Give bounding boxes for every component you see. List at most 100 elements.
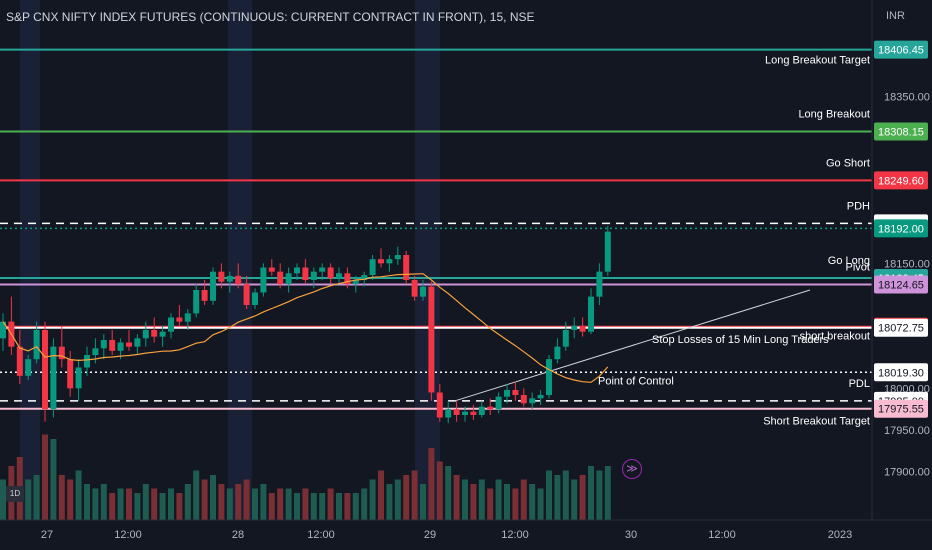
- candle-body: [470, 411, 477, 415]
- candle-body: [411, 280, 418, 297]
- volume-bar: [33, 475, 40, 520]
- candle-body: [268, 267, 275, 272]
- candle-body: [319, 267, 326, 272]
- candle-body: [16, 346, 23, 376]
- candle-body: [277, 271, 284, 285]
- volume-bar: [445, 466, 452, 520]
- price-tag: [874, 40, 928, 59]
- candle-body: [537, 395, 544, 399]
- candle-body: [50, 346, 57, 410]
- volume-bar: [100, 484, 107, 520]
- time-tick-label: 28: [232, 529, 244, 541]
- volume-bar: [25, 479, 32, 520]
- candle-body: [294, 267, 300, 274]
- volume-bar: [92, 488, 99, 520]
- volume-bar: [495, 479, 502, 520]
- price-tag-label: 18249.60: [878, 175, 924, 187]
- volume-bar: [226, 488, 233, 520]
- volume-bar: [436, 461, 443, 520]
- candle-body: [25, 359, 32, 376]
- interval-badge[interactable]: 1D: [6, 486, 24, 502]
- candle-body: [126, 342, 132, 347]
- candle-body: [117, 342, 124, 351]
- volume-bar: [487, 488, 494, 520]
- volume-bar: [352, 493, 359, 520]
- volume-bar: [294, 493, 300, 520]
- candle-body: [562, 330, 569, 347]
- volume-bar: [327, 488, 334, 520]
- candle-body: [193, 290, 200, 314]
- candle-body: [226, 275, 233, 282]
- level-label: Short Breakout Target: [763, 416, 870, 428]
- candle-body: [142, 330, 149, 339]
- candle-body: [478, 406, 485, 415]
- volume-bar: [512, 488, 519, 520]
- volume-bar: [302, 488, 309, 520]
- price-tag: [874, 275, 928, 294]
- chart-title: S&P CNX NIFTY INDEX FUTURES (CONTINUOUS:…: [6, 10, 535, 24]
- level-label: Go Long: [828, 255, 870, 267]
- candle-body: [235, 275, 242, 285]
- time-tick-label: 12:00: [501, 529, 529, 541]
- volume-bar: [142, 484, 149, 520]
- price-tag-label: 18192.00: [878, 223, 924, 235]
- volume-bar: [571, 479, 578, 520]
- candle-body: [109, 340, 116, 351]
- price-tag-label: 18019.30: [878, 367, 924, 379]
- volume-bar: [504, 484, 510, 520]
- volume-bar: [470, 484, 477, 520]
- volume-bar: [159, 493, 166, 520]
- level-label: short breakout: [800, 331, 870, 343]
- moving-average-line: [2, 273, 609, 383]
- volume-bar: [218, 484, 225, 520]
- candle-body: [285, 273, 292, 285]
- time-tick-label: 12:00: [307, 529, 335, 541]
- candle-body: [420, 286, 426, 297]
- scroll-to-realtime-icon[interactable]: ≫: [622, 459, 642, 479]
- volume-bar: [596, 470, 603, 520]
- candle-body: [394, 255, 401, 260]
- candle-body: [33, 330, 40, 360]
- level-label: PDH: [847, 200, 870, 212]
- volume-bar: [184, 484, 191, 520]
- volume-bar: [478, 479, 485, 520]
- level-label: PDL: [849, 378, 870, 390]
- candle-body: [529, 398, 536, 404]
- candle-body: [352, 280, 359, 285]
- candle-body: [554, 346, 561, 360]
- price-tag-label: 18406.45: [878, 45, 924, 57]
- price-tag-label: 18124.65: [878, 279, 924, 291]
- moving-average: [2, 273, 609, 383]
- candle-body: [42, 330, 48, 410]
- volume-bar: [260, 484, 267, 520]
- price-tick-label: 17900.00: [884, 467, 930, 479]
- candle-body: [579, 325, 586, 332]
- time-tick-label: 2023: [828, 529, 852, 541]
- candle-body: [67, 359, 74, 389]
- candle-body: [361, 275, 368, 280]
- volume-bar: [268, 493, 275, 520]
- candlestick-series: [0, 225, 611, 424]
- volume-bar: [604, 466, 611, 520]
- volume-bar: [428, 448, 435, 520]
- candle-body: [596, 271, 603, 297]
- candle-body: [403, 255, 410, 280]
- volume-bar: [361, 488, 368, 520]
- candle-body: [302, 267, 309, 280]
- price-tag-label: 18308.15: [878, 127, 924, 139]
- volume-bar: [537, 488, 544, 520]
- level-label: Go Short: [826, 157, 870, 169]
- candle-body: [588, 296, 594, 332]
- level-label: Long Breakout Target: [765, 55, 870, 67]
- candle-body: [386, 259, 393, 264]
- volume-histogram: [0, 434, 611, 520]
- candle-body: [260, 267, 267, 293]
- time-tick-label: 12:00: [708, 529, 736, 541]
- candle-body: [604, 231, 611, 272]
- candle-body: [428, 286, 435, 393]
- candle-body: [184, 313, 191, 322]
- candle-body: [445, 409, 452, 418]
